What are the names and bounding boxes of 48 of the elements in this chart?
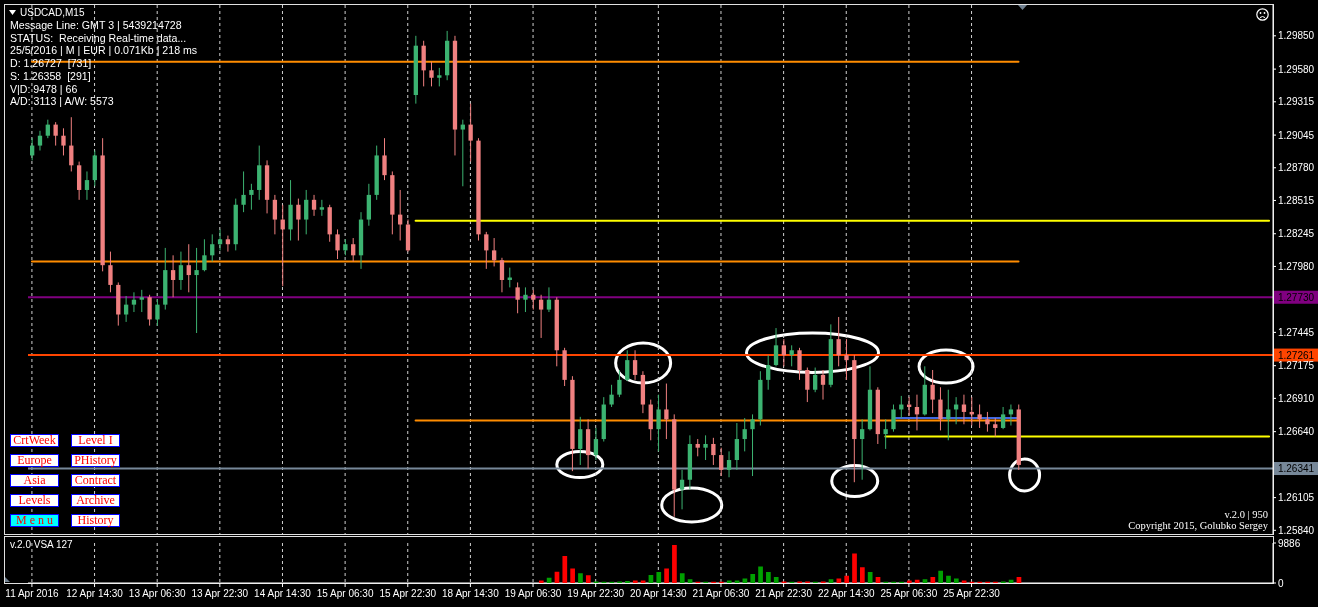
bar	[860, 567, 865, 583]
x-tick-label: 25 Apr 22:30	[943, 588, 1001, 599]
x-tick-label: 14 Apr 14:30	[254, 588, 312, 599]
x-tick-label: 21 Apr 22:30	[755, 588, 813, 599]
x-tick-label: 20 Apr 14:30	[629, 588, 688, 599]
x-tick-label: 15 Apr 06:30	[316, 588, 374, 599]
bar	[625, 580, 630, 583]
bar	[946, 575, 951, 583]
bar	[914, 579, 920, 583]
bar	[828, 579, 834, 583]
bar	[585, 575, 591, 583]
bar	[664, 568, 669, 583]
bar	[562, 555, 568, 583]
bar	[538, 580, 544, 583]
bar	[852, 553, 857, 583]
bar	[922, 579, 928, 583]
x-tick-label: 11 Apr 2016	[5, 588, 59, 599]
bar	[570, 568, 575, 583]
chart-title: v.2.0 VSA 127	[10, 538, 73, 551]
y-tick-label: 9886	[1278, 537, 1301, 549]
x-tick-label: 22 Apr 14:30	[817, 588, 876, 599]
bar	[672, 544, 677, 583]
bar	[632, 580, 638, 583]
x-tick-label: 12 Apr 14:30	[66, 588, 124, 599]
bar	[906, 580, 912, 583]
bar	[953, 578, 959, 583]
bar	[656, 572, 662, 583]
bar	[726, 580, 732, 583]
y-tick-label: 0	[1278, 577, 1284, 589]
x-tick-label: 13 Apr 22:30	[191, 588, 249, 599]
bar	[938, 570, 943, 583]
x-tick-label: 19 Apr 06:30	[504, 588, 562, 599]
x-tick-label: 13 Apr 06:30	[128, 588, 186, 599]
x-tick-label: 19 Apr 22:30	[567, 588, 625, 599]
x-tick-label: 15 Apr 22:30	[379, 588, 437, 599]
x-tick-label: 21 Apr 06:30	[692, 588, 750, 599]
bar	[758, 566, 763, 583]
x-tick-label: 25 Apr 06:30	[880, 588, 938, 599]
bar	[844, 575, 850, 583]
bar	[930, 576, 936, 583]
bar	[679, 573, 685, 583]
x-tick-label: 18 Apr 14:30	[442, 588, 500, 599]
bar	[766, 572, 771, 583]
bar	[687, 579, 693, 583]
bar	[773, 576, 779, 583]
bar	[578, 573, 583, 583]
bar	[867, 572, 873, 583]
bar	[750, 574, 756, 583]
